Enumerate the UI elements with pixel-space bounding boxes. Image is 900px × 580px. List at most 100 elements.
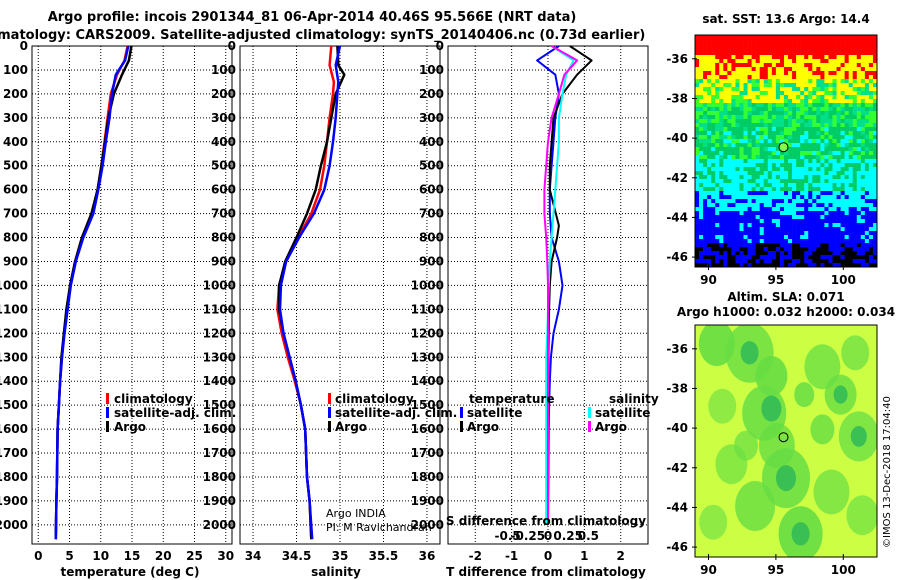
legend-swatch-satellite xyxy=(106,407,109,418)
sst-cell xyxy=(771,215,777,220)
sst-cell xyxy=(763,191,769,196)
sst-cell xyxy=(755,255,761,260)
sst-cell xyxy=(699,107,704,112)
sst-cell xyxy=(727,171,732,176)
sst-cell xyxy=(792,251,797,256)
sst-cell xyxy=(816,163,821,168)
sst-cell xyxy=(747,83,752,88)
sst-cell xyxy=(743,251,748,256)
sst-cell xyxy=(731,167,736,172)
sst-cell xyxy=(836,47,841,52)
sst-cell xyxy=(864,243,870,248)
sst-cell xyxy=(751,119,756,124)
sst-cell xyxy=(755,163,761,168)
sst-cell xyxy=(792,151,797,156)
sst-cell xyxy=(872,99,877,104)
sst-cell xyxy=(719,39,724,44)
sla-blob xyxy=(841,335,870,371)
sst-cell xyxy=(759,99,765,104)
sst-cell xyxy=(783,199,789,204)
sst-cell xyxy=(844,67,849,72)
sst-cell xyxy=(715,59,720,64)
map-lat-label: -36 xyxy=(666,52,688,66)
sst-cell xyxy=(864,51,870,56)
depth-tick-label: 1100 xyxy=(0,302,28,316)
sst-cell xyxy=(856,55,862,60)
sst-cell xyxy=(816,215,821,220)
sst-cell xyxy=(779,55,785,60)
sst-cell xyxy=(792,127,797,132)
sst-cell xyxy=(759,211,765,216)
sst-cell xyxy=(755,63,761,68)
sst-cell xyxy=(723,51,728,56)
sst-cell xyxy=(695,127,700,132)
sst-cell xyxy=(759,243,765,248)
sst-cell xyxy=(731,115,736,120)
sst-cell xyxy=(800,243,805,248)
sst-cell xyxy=(719,59,724,64)
sst-cell xyxy=(719,175,724,180)
sst-cell xyxy=(743,191,748,196)
sst-cell xyxy=(767,247,773,252)
sst-cell xyxy=(711,151,716,156)
sst-cell xyxy=(832,35,837,40)
sst-cell xyxy=(779,111,785,116)
sst-cell xyxy=(872,163,877,168)
sst-cell xyxy=(719,95,724,100)
sst-cell xyxy=(804,167,809,172)
sst-cell xyxy=(868,127,874,132)
sst-cell xyxy=(824,219,829,224)
sst-cell xyxy=(779,75,785,80)
sst-cell xyxy=(872,71,877,76)
sst-cell xyxy=(703,243,708,248)
sst-cell xyxy=(836,91,841,96)
sst-cell xyxy=(848,75,854,80)
sst-cell xyxy=(828,219,833,224)
sst-cell xyxy=(751,191,756,196)
sst-cell xyxy=(848,47,854,52)
sst-cell xyxy=(767,63,773,68)
sst-cell xyxy=(783,155,789,160)
sst-cell xyxy=(723,231,728,236)
sst-cell xyxy=(840,119,845,124)
sst-cell xyxy=(868,107,874,112)
sst-cell xyxy=(840,207,845,212)
sst-cell xyxy=(711,103,716,108)
sst-cell xyxy=(747,39,752,44)
sst-cell xyxy=(751,235,756,240)
sst-cell xyxy=(719,71,724,76)
depth-tick-label: 1000 xyxy=(203,278,236,292)
sst-cell xyxy=(800,247,805,252)
sst-cell xyxy=(779,151,785,156)
sst-cell xyxy=(860,151,866,156)
sst-cell xyxy=(828,155,833,160)
sst-cell xyxy=(832,135,837,140)
sst-cell xyxy=(848,119,854,124)
sst-cell xyxy=(840,247,845,252)
sst-cell xyxy=(731,67,736,72)
sst-cell xyxy=(868,103,874,108)
sst-cell xyxy=(755,131,761,136)
sst-cell xyxy=(852,35,858,40)
sst-cell xyxy=(723,95,728,100)
sst-cell xyxy=(852,227,858,232)
sst-cell xyxy=(840,171,845,176)
sst-cell xyxy=(763,239,769,244)
sst-cell xyxy=(832,167,837,172)
sst-cell xyxy=(763,159,769,164)
sst-cell xyxy=(735,127,740,132)
sst-cell xyxy=(783,119,789,124)
sst-cell xyxy=(703,223,708,228)
sst-cell xyxy=(735,71,740,76)
sst-cell xyxy=(820,103,825,108)
sst-cell xyxy=(804,163,809,168)
salinity-xlabel: salinity xyxy=(311,565,361,579)
sst-cell xyxy=(703,51,708,56)
sst-cell xyxy=(771,131,777,136)
sst-cell xyxy=(759,51,765,56)
sst-cell xyxy=(788,219,793,224)
sst-cell xyxy=(727,183,732,188)
sst-cell xyxy=(727,79,732,84)
sst-cell xyxy=(759,167,765,172)
sst-cell xyxy=(747,195,752,200)
